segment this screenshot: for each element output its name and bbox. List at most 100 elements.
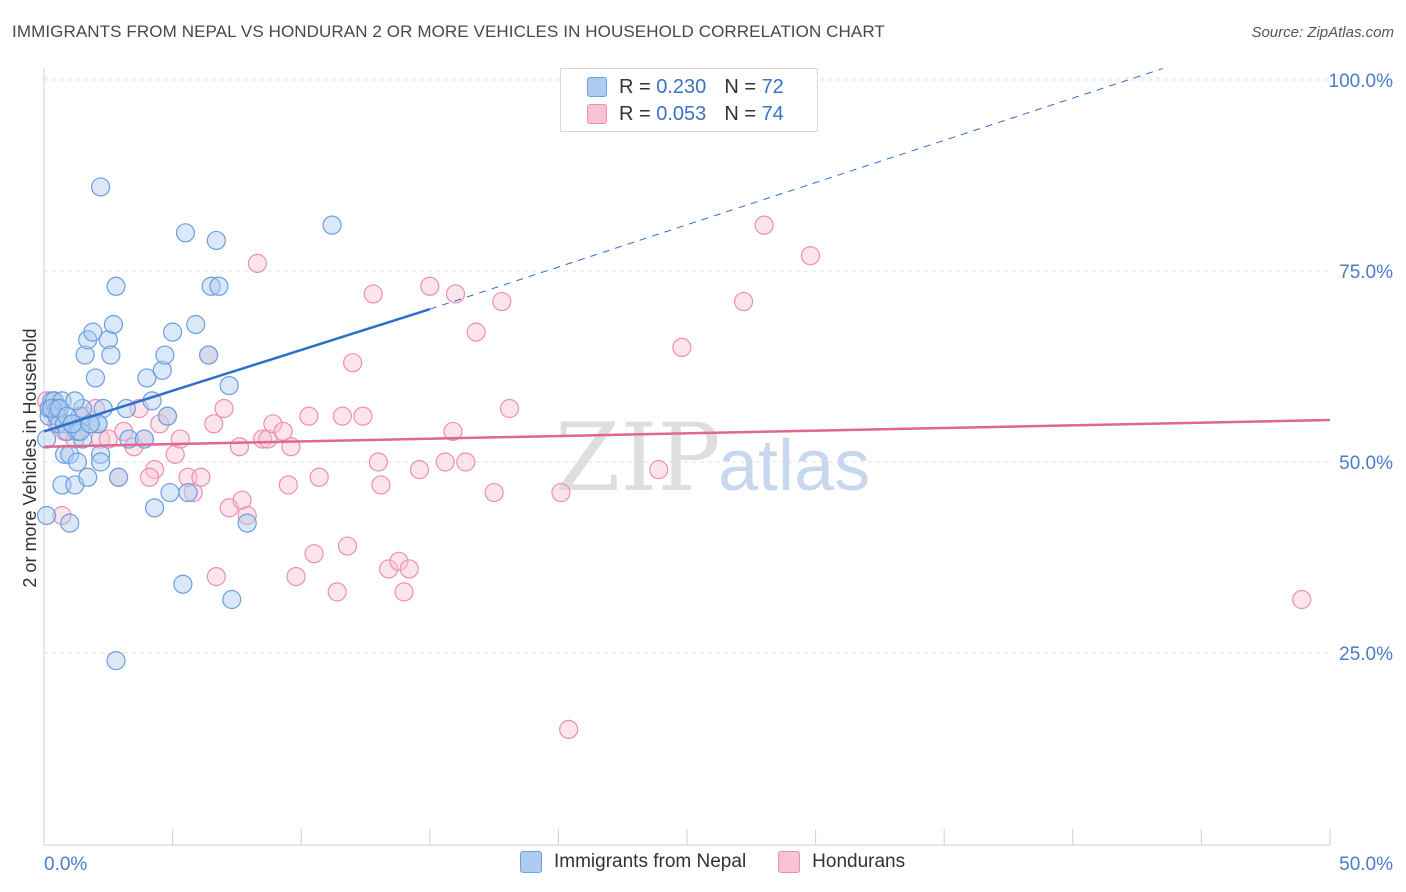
point-hondurans [232, 490, 252, 510]
y-axis-label: 2 or more Vehicles in Household [20, 328, 40, 587]
point-hondurans [368, 452, 388, 472]
point-nepal [67, 452, 88, 472]
point-hondurans [139, 467, 160, 487]
axes [43, 68, 1331, 846]
point-hondurans [371, 475, 391, 495]
point-hondurans [98, 429, 118, 449]
point-hondurans [206, 566, 226, 587]
point-hondurans [754, 215, 774, 235]
point-nepal [60, 513, 80, 533]
point-nepal [219, 376, 239, 396]
point-nepal [222, 589, 242, 610]
point-hondurans [237, 505, 257, 526]
point-hondurans [191, 467, 211, 487]
trend-lines [43, 68, 1331, 448]
gridlines [44, 77, 1330, 654]
point-hondurans [445, 284, 466, 304]
point-hondurans [286, 566, 306, 587]
point-hondurans [263, 414, 283, 434]
point-hondurans [649, 460, 669, 480]
point-nepal [119, 429, 139, 449]
point-nepal [75, 345, 95, 365]
correlation-legend: R = 0.230 N = 72 R = 0.053 N = 74 [560, 68, 818, 132]
point-nepal [42, 398, 62, 419]
legend-label-hondurans: Hondurans [812, 851, 906, 872]
point-nepal [160, 482, 180, 503]
source-label: Source: ZipAtlas.com [1251, 24, 1394, 41]
legend-swatch-hondurans [778, 851, 801, 873]
point-hondurans [1292, 589, 1312, 610]
point-hondurans [733, 291, 754, 312]
point-hondurans [214, 398, 234, 419]
legend-label-nepal: Immigrants from Nepal [554, 851, 747, 872]
point-hondurans [170, 429, 190, 449]
point-hondurans [443, 421, 463, 442]
legend-row-hondurans: R = 0.053 N = 74 [587, 101, 784, 127]
y-tick-label: 50.0% [1339, 453, 1393, 474]
point-nepal [101, 345, 121, 365]
legend-n-value: 72 [761, 75, 784, 98]
legend-item-hondurans[interactable]: Hondurans [778, 851, 905, 873]
legend-swatch-nepal [520, 851, 542, 873]
point-nepal [106, 276, 126, 296]
point-hondurans [420, 276, 440, 296]
point-nepal [163, 322, 183, 342]
point-hondurans [551, 482, 571, 503]
point-nepal [186, 314, 206, 335]
legend-swatch-nepal [587, 77, 607, 97]
legend-r-value: 0.230 [656, 75, 707, 98]
legend-n-label: N = [724, 102, 756, 125]
point-hondurans [435, 452, 455, 472]
point-hondurans [183, 482, 203, 503]
legend-swatch-hondurans [587, 104, 607, 124]
x-tick-label: 0.0% [44, 854, 87, 875]
chart-title: IMMIGRANTS FROM NEPAL VS HONDURAN 2 OR M… [12, 22, 885, 41]
point-hondurans [247, 253, 268, 273]
point-hondurans [394, 582, 414, 602]
point-nepal [85, 368, 106, 388]
point-nepal [90, 177, 111, 197]
watermark-zip: ZIP [555, 404, 721, 513]
point-nepal [322, 215, 342, 235]
point-nepal [70, 421, 90, 442]
point-hondurans [499, 398, 520, 419]
point-nepal [152, 360, 172, 380]
point-hondurans [379, 559, 399, 579]
point-nepal [108, 467, 129, 487]
point-hondurans [492, 291, 512, 312]
point-hondurans [229, 437, 250, 457]
point-nepal [178, 482, 198, 503]
point-nepal [65, 391, 85, 411]
point-hondurans [304, 544, 324, 564]
point-nepal [78, 467, 98, 487]
point-nepal [83, 322, 103, 342]
points-nepal [36, 177, 342, 671]
watermark-atlas: atlas [718, 426, 870, 506]
point-hondurans [253, 429, 273, 449]
x-tick-label: 50.0% [1339, 854, 1393, 875]
point-hondurans [559, 719, 579, 740]
point-nepal [199, 345, 219, 365]
point-nepal [106, 651, 126, 671]
point-hondurans [309, 467, 329, 487]
point-hondurans [389, 551, 409, 571]
point-hondurans [327, 582, 347, 602]
point-hondurans [165, 444, 185, 464]
point-nepal [175, 223, 196, 243]
y-tick-label: 25.0% [1339, 644, 1393, 665]
point-nepal [90, 452, 111, 472]
point-nepal [173, 574, 193, 594]
tick-labels: 25.0% 50.0% 75.0% 100.0% 0.0% 50.0% [44, 71, 1393, 875]
trend-line-hondurans [43, 418, 1331, 448]
point-hondurans [363, 284, 383, 304]
point-nepal [201, 276, 221, 296]
point-nepal [144, 498, 165, 518]
trend-line-nepal-extension [429, 68, 1163, 310]
legend-item-nepal[interactable]: Immigrants from Nepal [520, 851, 746, 873]
point-nepal [155, 345, 175, 365]
point-hondurans [52, 505, 72, 526]
y-tick-label: 75.0% [1339, 262, 1393, 283]
point-hondurans [150, 414, 170, 434]
point-nepal [72, 429, 93, 449]
legend-n-label: N = [724, 75, 756, 98]
